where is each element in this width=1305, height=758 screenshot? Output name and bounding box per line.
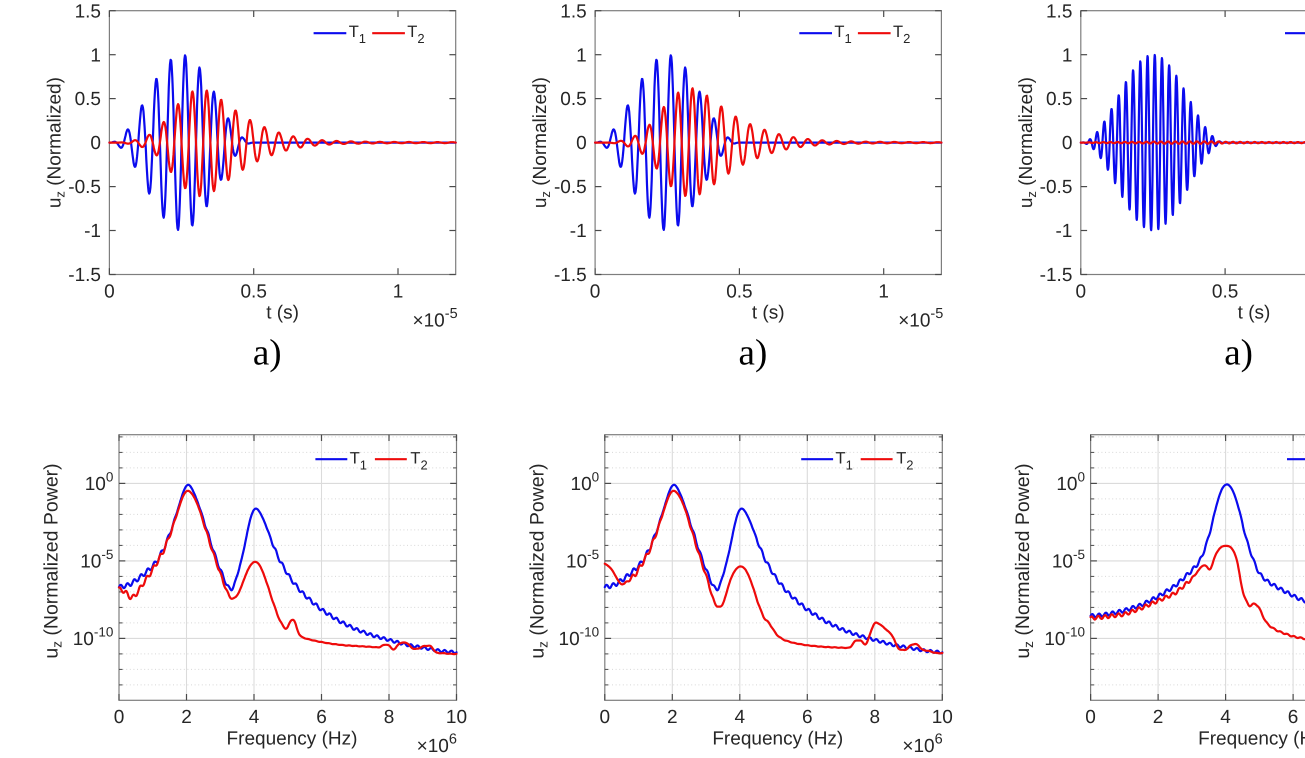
svg-text:0: 0	[576, 133, 587, 154]
svg-text:4: 4	[1220, 707, 1231, 728]
svg-text:-1: -1	[570, 221, 587, 242]
svg-text:10-5: 10-5	[566, 547, 599, 573]
svg-text:6: 6	[802, 707, 813, 728]
svg-text:-1: -1	[84, 221, 101, 242]
svg-text:0.5: 0.5	[1046, 89, 1072, 110]
svg-text:2: 2	[181, 707, 192, 728]
svg-text:-0.5: -0.5	[1040, 177, 1073, 198]
svg-text:10: 10	[446, 707, 467, 728]
svg-text:0.5: 0.5	[1212, 281, 1238, 302]
svg-text:a): a)	[1224, 333, 1253, 374]
svg-text:0: 0	[90, 133, 101, 154]
svg-text:8: 8	[384, 707, 395, 728]
svg-text:uz (Normalized Power): uz (Normalized Power)	[41, 463, 65, 658]
svg-text:-0.5: -0.5	[68, 177, 101, 198]
svg-text:uz (Normalized): uz (Normalized)	[45, 77, 68, 208]
svg-text:0: 0	[600, 707, 611, 728]
svg-text:2: 2	[1153, 707, 1164, 728]
svg-text:0: 0	[1076, 281, 1087, 302]
svg-text:1: 1	[576, 45, 587, 66]
svg-text:uz (Normalized): uz (Normalized)	[530, 77, 553, 208]
svg-text:1.5: 1.5	[1046, 1, 1072, 22]
svg-text:-1.5: -1.5	[68, 265, 101, 286]
svg-text:uz (Normalized): uz (Normalized)	[1016, 77, 1039, 208]
svg-text:6: 6	[1288, 707, 1299, 728]
svg-text:×106: ×106	[902, 731, 942, 757]
svg-text:0: 0	[1085, 707, 1096, 728]
svg-text:0.5: 0.5	[560, 89, 586, 110]
svg-text:6: 6	[316, 707, 327, 728]
svg-text:-1: -1	[1055, 221, 1072, 242]
svg-text:1: 1	[878, 281, 889, 302]
svg-text:0: 0	[104, 281, 115, 302]
svg-text:-0.5: -0.5	[554, 177, 587, 198]
svg-text:10-10: 10-10	[73, 624, 114, 650]
svg-text:-1.5: -1.5	[554, 265, 587, 286]
svg-text:uz (Normalized Power): uz (Normalized Power)	[1012, 463, 1036, 658]
svg-text:0.5: 0.5	[726, 281, 752, 302]
svg-text:4: 4	[735, 707, 746, 728]
svg-text:Frequency (Hz): Frequency (Hz)	[1198, 729, 1305, 750]
svg-text:Frequency (Hz): Frequency (Hz)	[712, 729, 843, 750]
svg-text:1.5: 1.5	[75, 1, 101, 22]
svg-text:0.5: 0.5	[75, 89, 101, 110]
svg-text:2: 2	[667, 707, 678, 728]
svg-text:10: 10	[932, 707, 953, 728]
svg-text:1.5: 1.5	[560, 1, 586, 22]
svg-text:a): a)	[253, 333, 282, 374]
svg-text:1: 1	[90, 45, 101, 66]
svg-text:0: 0	[114, 707, 125, 728]
svg-text:8: 8	[870, 707, 881, 728]
svg-text:t (s): t (s)	[752, 303, 785, 324]
svg-text:t (s): t (s)	[1238, 303, 1271, 324]
svg-text:a): a)	[739, 333, 768, 374]
svg-text:uz (Normalized Power): uz (Normalized Power)	[526, 463, 550, 658]
svg-text:100: 100	[571, 469, 600, 495]
svg-text:-1.5: -1.5	[1040, 265, 1073, 286]
svg-text:Frequency (Hz): Frequency (Hz)	[227, 729, 358, 750]
svg-text:1: 1	[393, 281, 404, 302]
svg-text:0.5: 0.5	[240, 281, 266, 302]
svg-text:1: 1	[1062, 45, 1073, 66]
svg-text:0: 0	[590, 281, 601, 302]
svg-text:4: 4	[249, 707, 260, 728]
svg-text:0: 0	[1062, 133, 1073, 154]
svg-text:t (s): t (s)	[266, 303, 299, 324]
